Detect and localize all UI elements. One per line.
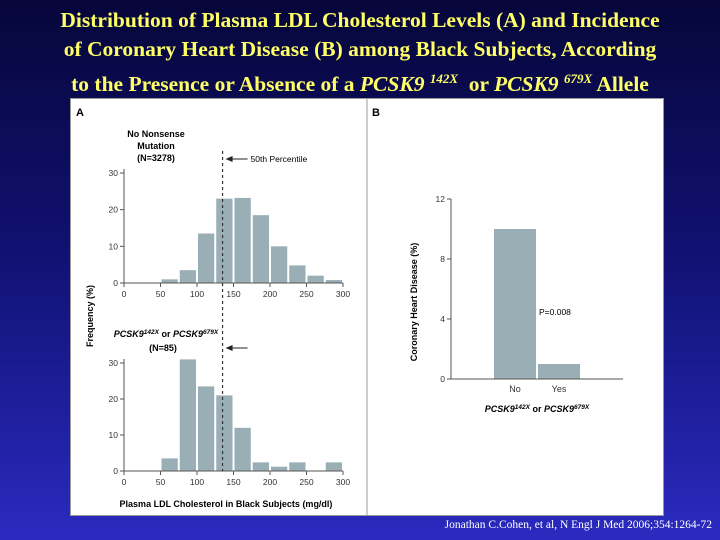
chd-category-label-no: No: [509, 384, 521, 394]
histogram-bar-bottom-75: [179, 359, 196, 471]
y-tick-label-top-0: 0: [113, 278, 118, 288]
histogram-bar-top-150: [234, 197, 251, 283]
histogram-bar-top-75: [179, 270, 196, 283]
histogram-bar-bottom-175: [252, 462, 269, 471]
figure-svg: A B No Nonsense Mutation (N=3278) 50th P…: [76, 99, 623, 515]
slide-title: Distribution of Plasma LDL Cholesterol L…: [0, 6, 720, 99]
x-tick-label-top-0: 0: [122, 289, 127, 299]
histogram-bar-bottom-275: [325, 462, 342, 471]
title-line-1: Distribution of Plasma LDL Cholesterol L…: [60, 8, 660, 32]
histogram-bar-top-250: [307, 275, 324, 283]
chd-bar-yes: [538, 364, 580, 379]
histogram-bar-top-275: [325, 280, 342, 283]
x-tick-label-bottom-200: 200: [263, 477, 277, 487]
y-tick-label-top-20: 20: [109, 205, 119, 215]
ldl-axis-label: Plasma LDL Cholesterol in Black Subjects…: [120, 499, 333, 509]
p-value-annotation: P=0.008: [539, 307, 571, 317]
histogram-bar-bottom-100: [198, 386, 215, 471]
histogram-bar-bottom-125: [216, 395, 233, 471]
chd-y-tick-label-0: 0: [440, 374, 445, 384]
x-tick-label-top-250: 250: [299, 289, 313, 299]
histogram-bar-top-50: [161, 279, 178, 283]
title-line-2: of Coronary Heart Disease (B) among Blac…: [63, 37, 657, 61]
chd-y-tick-label-12: 12: [436, 194, 446, 204]
chd-y-tick-label-8: 8: [440, 254, 445, 264]
x-tick-label-bottom-100: 100: [190, 477, 204, 487]
top-group-label-2: Mutation: [137, 141, 175, 151]
x-tick-label-bottom-50: 50: [156, 477, 166, 487]
histogram-bar-top-125: [216, 198, 233, 283]
bottom-group-n: (N=85): [149, 343, 177, 353]
chd-y-tick-label-4: 4: [440, 314, 445, 324]
x-tick-label-top-50: 50: [156, 289, 166, 299]
panel-b-x-label: PCSK9142X or PCSK9679X: [485, 404, 590, 414]
chd-bar-no: [494, 229, 536, 379]
y-tick-label-top-30: 30: [109, 168, 119, 178]
panel-a-label: A: [76, 107, 84, 119]
x-tick-label-bottom-250: 250: [299, 477, 313, 487]
top-group-label-3: (N=3278): [137, 153, 175, 163]
figure-panel: A B No Nonsense Mutation (N=3278) 50th P…: [70, 98, 664, 516]
x-tick-label-top-200: 200: [263, 289, 277, 299]
y-tick-label-bottom-10: 10: [109, 430, 119, 440]
y-tick-label-bottom-20: 20: [109, 394, 119, 404]
panel-b-label: B: [372, 107, 380, 119]
x-tick-label-top-150: 150: [226, 289, 240, 299]
median-arrow-head-1: [225, 345, 233, 351]
histogram-bar-top-175: [252, 215, 269, 283]
y-tick-label-bottom-30: 30: [109, 358, 119, 368]
histogram-bar-top-225: [289, 265, 306, 283]
x-tick-label-bottom-0: 0: [122, 477, 127, 487]
median-arrow-head-0: [225, 156, 233, 162]
histogram-bar-bottom-200: [271, 466, 288, 471]
percentile-annotation: 50th Percentile: [251, 154, 308, 164]
histogram-bar-top-100: [198, 233, 215, 283]
top-group-label-1: No Nonsense: [127, 129, 185, 139]
frequency-axis-label: Frequency (%): [85, 285, 95, 347]
chd-axis-label: Coronary Heart Disease (%): [409, 243, 419, 362]
x-tick-label-bottom-150: 150: [226, 477, 240, 487]
y-tick-label-top-10: 10: [109, 241, 119, 251]
histogram-bar-bottom-150: [234, 427, 251, 471]
histogram-bar-bottom-225: [289, 462, 306, 471]
citation: Jonathan C.Cohen, et al, N Engl J Med 20…: [444, 519, 712, 531]
x-tick-label-top-100: 100: [190, 289, 204, 299]
x-tick-label-top-300: 300: [336, 289, 350, 299]
bottom-group-label: PCSK9142X or PCSK9679X: [114, 329, 219, 339]
title-line-3: to the Presence or Absence of a PCSK9 14…: [71, 71, 649, 97]
chd-category-label-yes: Yes: [552, 384, 567, 394]
histogram-bar-top-200: [271, 246, 288, 283]
x-tick-label-bottom-300: 300: [336, 477, 350, 487]
y-tick-label-bottom-0: 0: [113, 466, 118, 476]
histogram-bar-bottom-50: [161, 458, 178, 471]
